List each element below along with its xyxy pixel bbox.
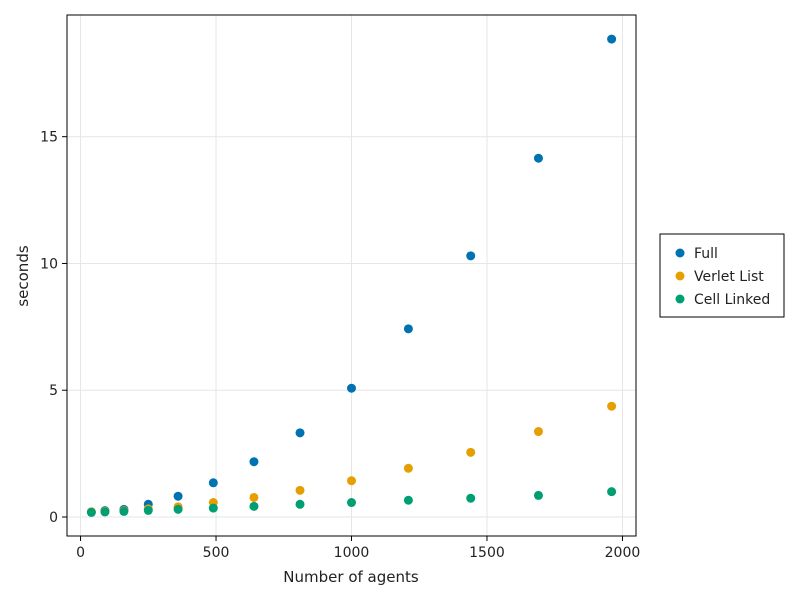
x-tick-label: 500: [203, 545, 230, 561]
data-points: [86, 34, 617, 517]
data-point-cell-linked: [143, 505, 153, 515]
data-point-cell-linked: [100, 507, 110, 517]
data-point-cell-linked: [466, 493, 476, 503]
data-point-full: [173, 491, 183, 501]
data-point-cell-linked: [295, 499, 305, 509]
data-point-verlet-list: [607, 401, 617, 411]
data-point-cell-linked: [533, 490, 543, 500]
data-point-verlet-list: [347, 476, 356, 486]
x-tick-label: 1000: [334, 545, 370, 561]
data-point-cell-linked: [347, 498, 356, 508]
data-point-full: [466, 251, 476, 261]
y-tick-label: 15: [40, 130, 58, 146]
legend: Full Verlet List Cell Linked: [659, 233, 785, 318]
data-point-verlet-list: [403, 463, 413, 473]
legend-marker-full: [675, 248, 685, 258]
x-tick-label: 2000: [605, 545, 641, 561]
data-point-full: [607, 34, 617, 44]
y-tick-label: 0: [49, 510, 58, 526]
data-point-full: [208, 478, 218, 488]
legend-marker-cell-linked: [675, 294, 685, 304]
data-point-cell-linked: [249, 501, 259, 511]
y-axis-title: seconds: [14, 245, 32, 306]
data-point-cell-linked: [208, 503, 218, 513]
data-point-cell-linked: [173, 504, 183, 514]
x-axis-title: Number of agents: [283, 568, 419, 586]
data-point-verlet-list: [466, 447, 476, 457]
y-tick-label: 10: [40, 256, 58, 272]
x-tick-label: 0: [76, 545, 85, 561]
y-tick-label: 5: [49, 383, 58, 399]
data-point-verlet-list: [295, 485, 305, 495]
legend-marker-verlet-list: [675, 271, 685, 281]
x-tick-label: 1500: [469, 545, 505, 561]
data-point-full: [347, 383, 356, 393]
data-point-full: [403, 324, 413, 334]
data-point-full: [533, 153, 543, 163]
legend-label-full: Full: [694, 246, 718, 262]
legend-label-cell-linked: Cell Linked: [694, 292, 770, 308]
axis-ticks: 0 500 1000 1500 2000 0 5 10 15: [40, 130, 640, 561]
data-point-cell-linked: [119, 506, 129, 516]
legend-label-verlet-list: Verlet List: [694, 269, 764, 285]
data-point-verlet-list: [533, 427, 543, 437]
data-point-cell-linked: [403, 495, 413, 505]
data-point-verlet-list: [249, 492, 259, 502]
data-point-cell-linked: [86, 507, 96, 517]
data-point-cell-linked: [607, 487, 617, 497]
data-point-full: [295, 428, 305, 438]
grid-lines: [67, 15, 636, 536]
data-point-full: [249, 457, 259, 467]
